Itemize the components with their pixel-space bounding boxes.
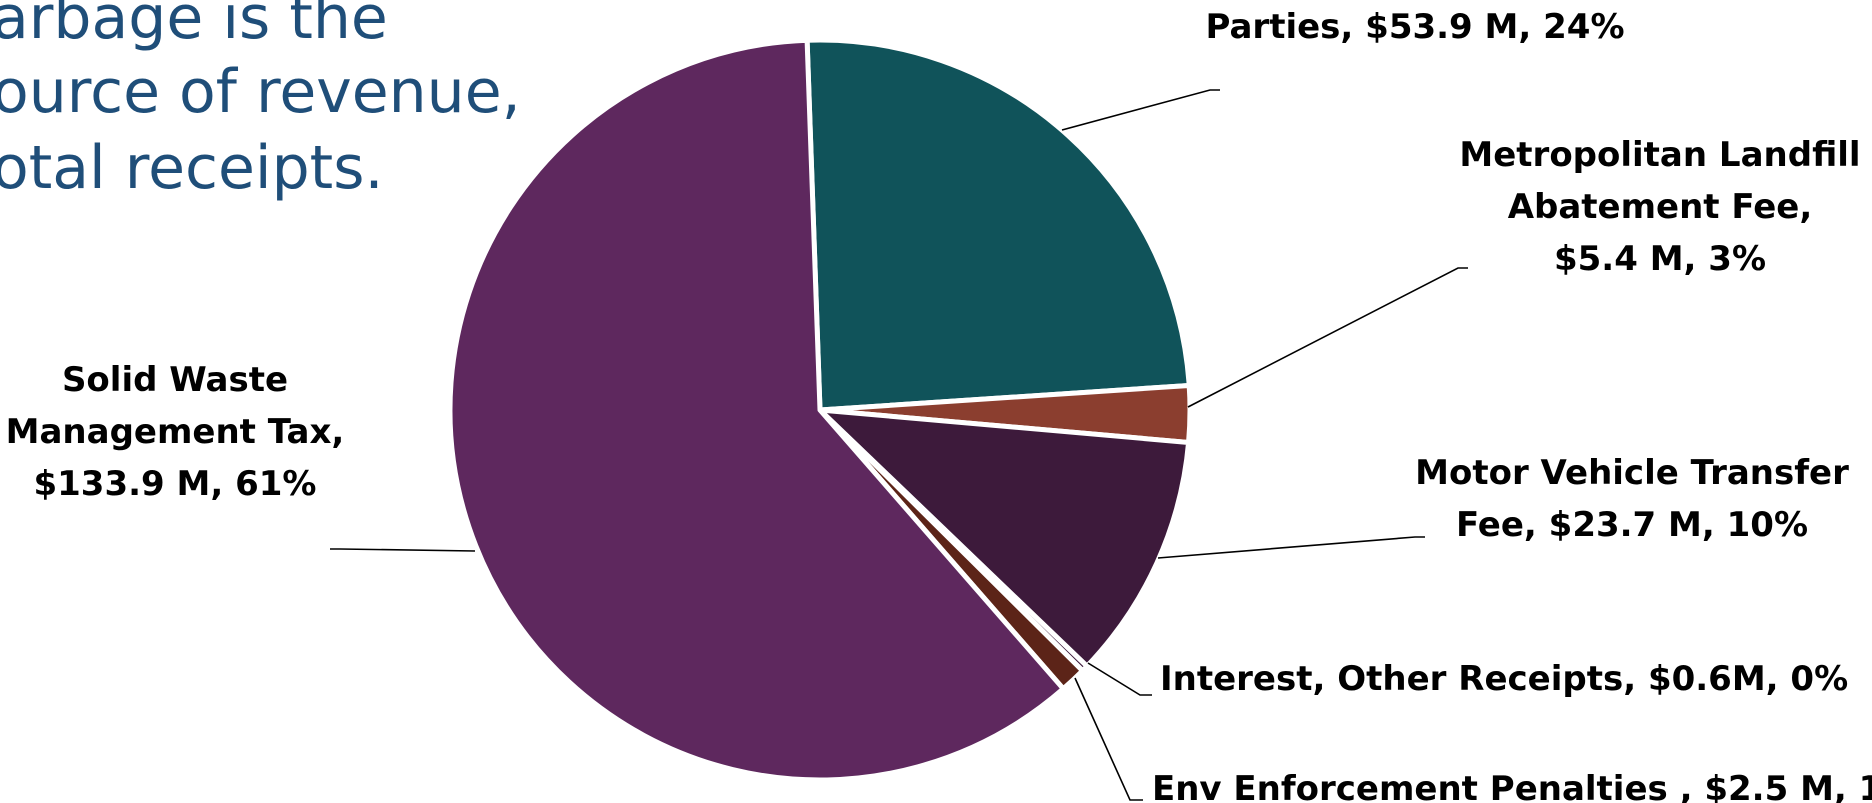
- leader-line: [1157, 536, 1425, 559]
- data-label-line: Metropolitan Landfill: [1459, 135, 1860, 175]
- leader-lines: [330, 89, 1468, 801]
- pie-slice-solid-waste-management-tax: [447, 37, 1066, 783]
- leader-line: [1087, 662, 1152, 696]
- pie: [447, 37, 1193, 783]
- intro-line-1: arbage is the: [0, 0, 388, 53]
- data-label-line: Interest, Other Receipts, $0.6M, 0%: [1160, 659, 1848, 699]
- data-label: Interest, Other Receipts, $0.6M, 0%: [1160, 659, 1848, 699]
- data-label: Motor Vehicle Transfer Fee, $23.7 M, 10%: [1415, 453, 1849, 545]
- data-label-line: Motor Vehicle Transfer: [1415, 453, 1849, 493]
- data-label-line: Management Tax,: [6, 412, 345, 452]
- data-label-line: Solid Waste: [62, 360, 288, 400]
- data-label-line: $133.9 M, 61%: [33, 464, 316, 504]
- data-labels: Fees on RegulatedParties, $53.9 M, 24% Me…: [6, 0, 1872, 803]
- intro-line-2: ource of revenue,: [0, 57, 521, 127]
- data-label-line: Abatement Fee,: [1508, 187, 1813, 227]
- data-label: Metropolitan Landfill Abatement Fee, $5.4 …: [1459, 135, 1860, 279]
- data-label-line: Parties, $53.9 M, 24%: [1205, 7, 1624, 47]
- intro-line-3: otal receipts.: [0, 133, 384, 203]
- data-label: Fees on RegulatedParties, $53.9 M, 24%: [1205, 0, 1624, 47]
- data-label-line: $5.4 M, 3%: [1554, 239, 1766, 279]
- data-label-line: Fee, $23.7 M, 10%: [1456, 505, 1808, 545]
- leader-line: [1074, 677, 1143, 801]
- pie-slice-motor-vehicle-transfer-fee: [817, 407, 1192, 669]
- data-label-line: Env Enforcement Penalties , $2.5 M, 1%: [1152, 769, 1872, 803]
- intro-text: arbage is the ource of revenue, otal rec…: [0, 0, 521, 203]
- pie-slice-fees-on-regulated-parties: [804, 37, 1192, 413]
- leader-line: [330, 548, 476, 552]
- leader-line: [1061, 89, 1220, 131]
- data-label: Solid Waste Management Tax, $133.9 M, 61%: [6, 360, 345, 504]
- leader-line: [1187, 267, 1468, 408]
- data-label: Env Enforcement Penalties , $2.5 M, 1%: [1152, 769, 1872, 803]
